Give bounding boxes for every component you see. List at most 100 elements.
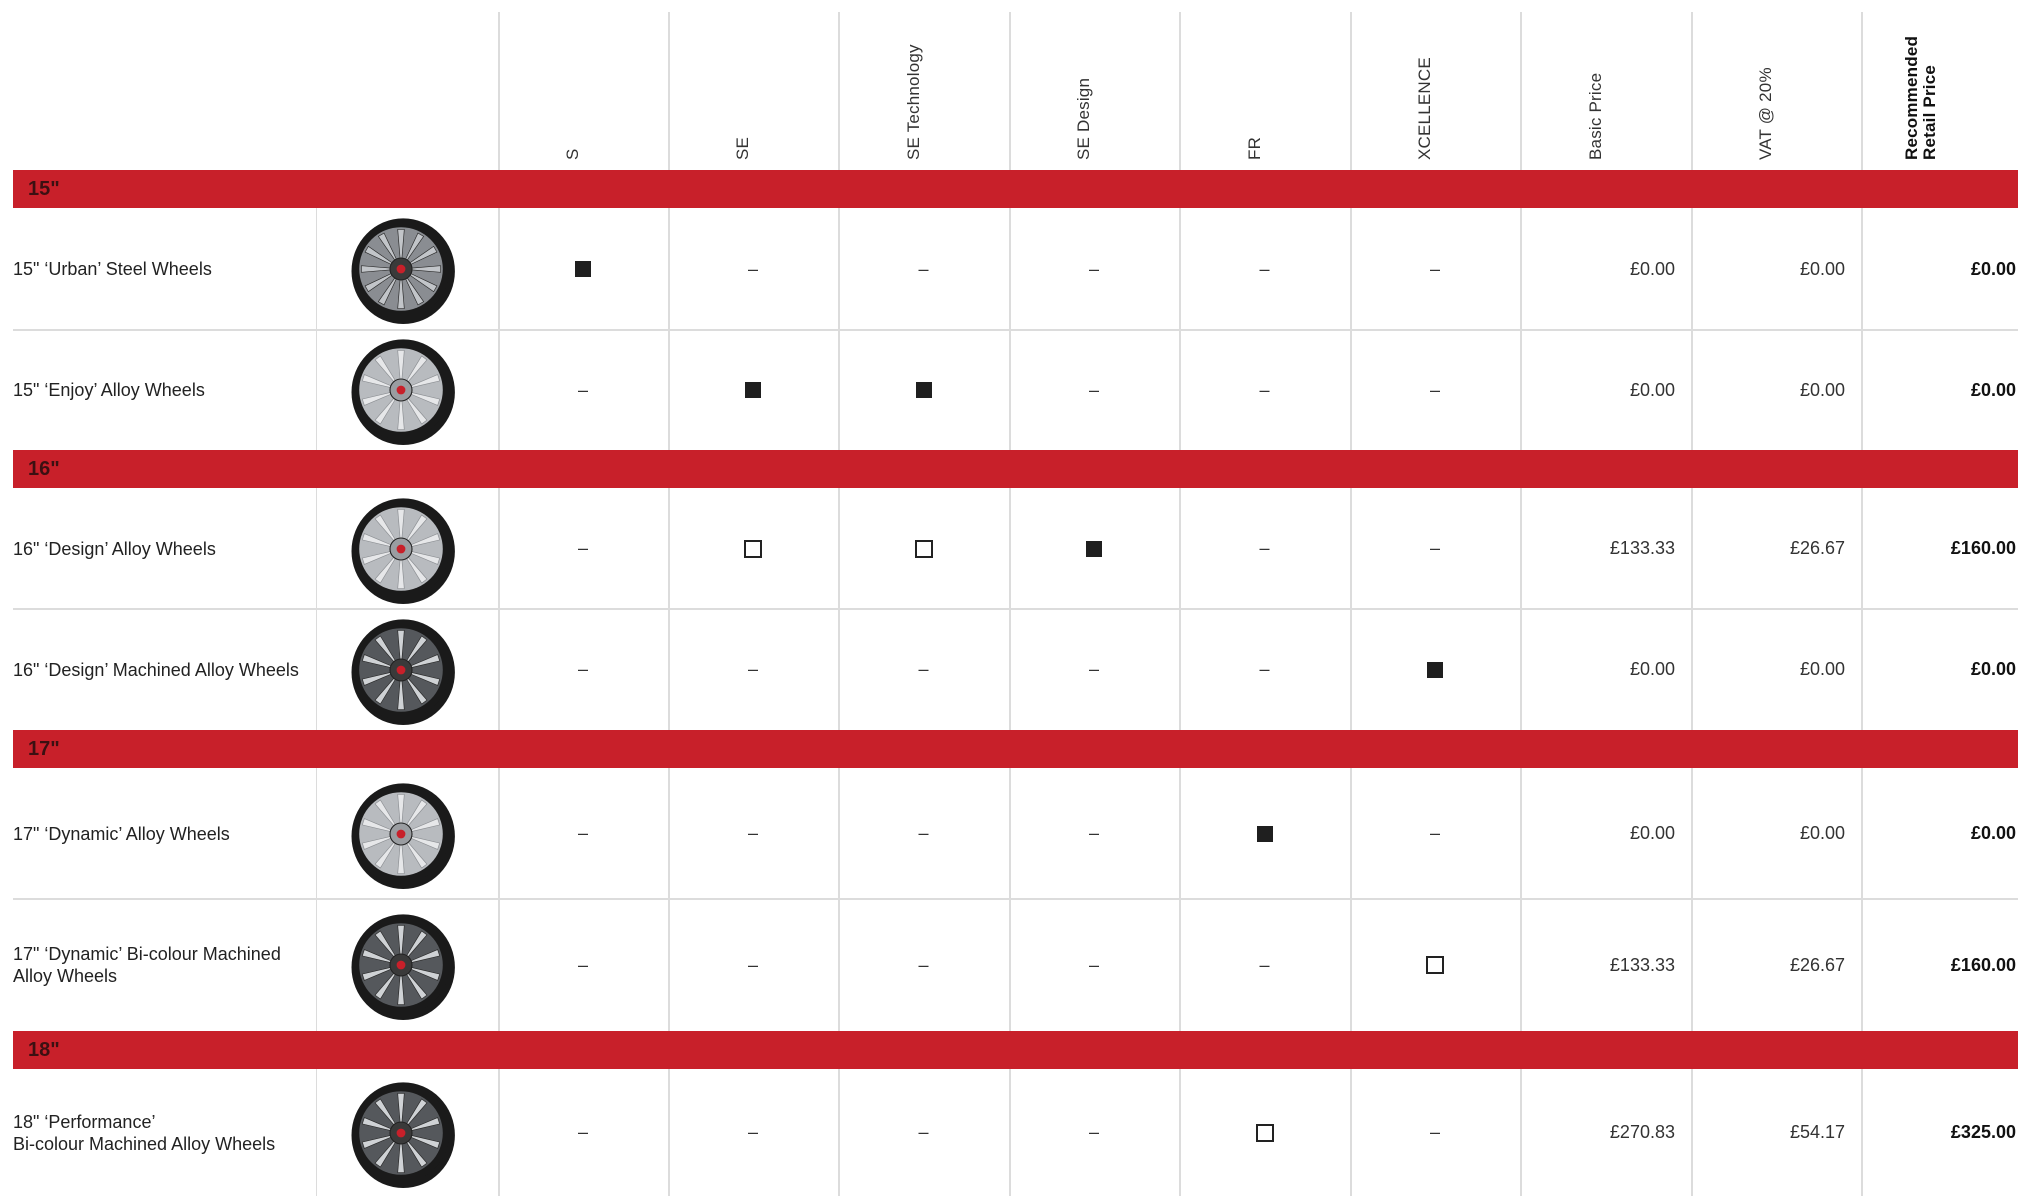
trim-availability-cell (1350, 609, 1520, 730)
wheel-name: 18" ‘Performance’ Bi-colour Machined All… (13, 1111, 276, 1154)
not-available-mark: – (1259, 538, 1270, 558)
trim-availability-cell: – (498, 609, 668, 730)
column-header-label: SE (733, 136, 752, 160)
not-available-mark: – (918, 659, 929, 679)
standard-mark-icon (1256, 825, 1273, 842)
trim-availability-cell: – (1179, 330, 1350, 450)
wheel-name: 16" ‘Design’ Machined Alloy Wheels (13, 659, 299, 680)
vat-amount: £0.00 (1799, 823, 1845, 843)
grid-line-vertical (316, 899, 317, 1031)
trim-availability-cell: – (838, 768, 1009, 899)
section-header: 18" (13, 1031, 2018, 1069)
not-available-mark: – (918, 1122, 929, 1142)
trim-availability-cell: – (1009, 1069, 1179, 1196)
grid-line-vertical (1520, 12, 1522, 1196)
vat-amount: £0.00 (1799, 379, 1845, 400)
grid-line-vertical (1179, 12, 1181, 1196)
trim-availability-cell: – (1179, 899, 1350, 1031)
not-available-mark: – (747, 823, 758, 843)
trim-availability-cell: – (1350, 330, 1520, 450)
trim-availability-cell (838, 488, 1009, 609)
trim-availability-cell (838, 330, 1009, 450)
trim-availability-cell: – (1009, 208, 1179, 330)
column-header: S (498, 14, 668, 166)
wheel-name: 17" ‘Dynamic’ Alloy Wheels (13, 823, 230, 844)
vat-amount: £54.17 (1789, 1122, 1845, 1142)
trim-availability-cell: – (498, 768, 668, 899)
grid-line-vertical (316, 488, 317, 609)
trim-availability-cell: – (1179, 208, 1350, 330)
trim-availability-cell (1009, 488, 1179, 609)
vat-amount: £26.67 (1789, 538, 1845, 558)
trim-availability-cell: – (668, 208, 838, 330)
not-available-mark: – (918, 954, 929, 975)
grid-line-vertical (498, 12, 500, 1196)
basic-price: £270.83 (1609, 1122, 1675, 1142)
section-header-label: 18" (28, 1039, 60, 1061)
not-available-mark: – (1429, 379, 1440, 400)
grid-line-vertical (1861, 12, 1863, 1196)
trim-availability-cell: – (1350, 768, 1520, 899)
not-available-mark: – (577, 1122, 588, 1142)
wheel-name: 15" ‘Urban’ Steel Wheels (13, 259, 212, 279)
trim-availability-cell: – (668, 1069, 838, 1196)
trim-availability-cell: – (1179, 609, 1350, 730)
not-available-mark: – (1259, 258, 1270, 279)
not-available-mark: – (1088, 379, 1099, 400)
trim-availability-cell: – (1350, 208, 1520, 330)
trim-availability-cell: – (668, 609, 838, 730)
grid-line-horizontal (13, 898, 2018, 900)
grid-line-vertical (1691, 12, 1693, 1196)
column-header-label: SE Design (1074, 77, 1093, 160)
grid-line-vertical (316, 1069, 317, 1196)
trim-availability-cell: – (498, 1069, 668, 1196)
trim-availability-cell: – (668, 768, 838, 899)
wheel-name: 16" ‘Design’ Alloy Wheels (13, 538, 216, 559)
grid-line-vertical (1350, 12, 1352, 1196)
not-available-mark: – (1088, 258, 1099, 279)
basic-price: £0.00 (1629, 823, 1675, 843)
column-header-label: VAT @ 20% (1756, 67, 1775, 160)
column-header: SE Technology (838, 14, 1009, 166)
option-mark-icon (914, 539, 933, 558)
steel-wheel-icon (346, 214, 456, 329)
not-available-mark: – (1088, 954, 1099, 975)
retail-price: £160.00 (1950, 538, 2016, 558)
basic-price: £133.33 (1609, 954, 1675, 975)
grid-line-horizontal (13, 608, 2018, 610)
not-available-mark: – (747, 659, 758, 679)
trim-availability-cell (668, 330, 838, 450)
standard-mark-icon (1086, 540, 1102, 557)
machined-alloy-wheel-icon (346, 1078, 456, 1193)
retail-price: £0.00 (1970, 823, 2016, 843)
trim-availability-cell: – (838, 208, 1009, 330)
trim-availability-cell: – (498, 488, 668, 609)
alloy-wheel-icon (346, 779, 456, 894)
column-header: Basic Price (1520, 14, 1691, 166)
retail-price: £0.00 (1970, 379, 2016, 400)
alloy-wheel-icon (346, 494, 456, 609)
standard-mark-icon (575, 261, 591, 277)
column-header-label: SE Technology (903, 44, 923, 160)
trim-availability-cell: – (498, 899, 668, 1031)
section-header-label: 16" (28, 458, 60, 480)
wheel-name: 15" ‘Enjoy’ Alloy Wheels (13, 380, 205, 400)
not-available-mark: – (1429, 258, 1440, 279)
not-available-mark: – (918, 258, 929, 279)
column-header-label: XCELLENCE (1415, 57, 1434, 160)
grid-line-vertical (316, 768, 317, 899)
not-available-mark: – (577, 659, 588, 679)
grid-line-vertical (668, 12, 670, 1196)
not-available-mark: – (1088, 1122, 1099, 1142)
trim-availability-cell (1179, 1069, 1350, 1196)
trim-availability-cell (1350, 899, 1520, 1031)
grid-line-vertical (1009, 12, 1011, 1196)
vat-amount: £26.67 (1789, 954, 1845, 975)
not-available-mark: – (577, 538, 588, 558)
column-header-label: S (563, 148, 582, 160)
column-header: SE Design (1009, 14, 1179, 166)
section-header: 17" (13, 730, 2018, 768)
not-available-mark: – (1088, 659, 1099, 679)
trim-availability-cell: – (1009, 768, 1179, 899)
option-mark-icon (1255, 1123, 1274, 1142)
